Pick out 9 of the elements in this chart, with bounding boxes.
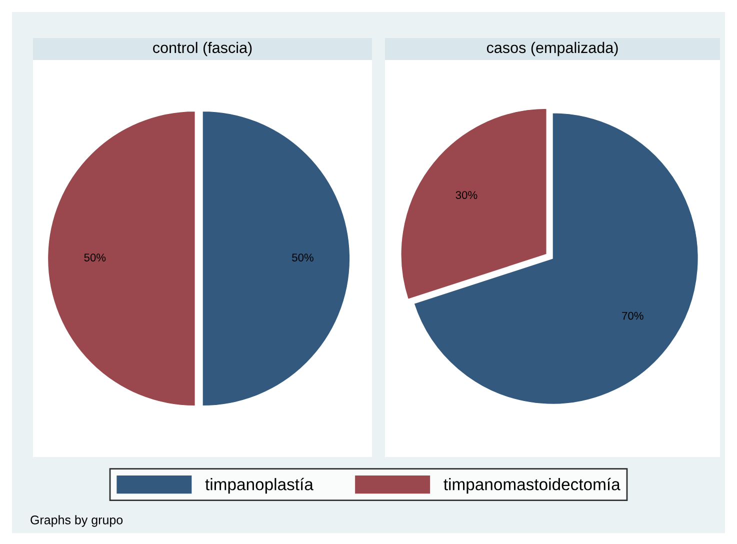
data-label: 50% — [84, 254, 106, 262]
legend-label: timpanomastoidectomía — [444, 478, 620, 494]
chart-title: control (fascia) — [153, 42, 252, 56]
legend-label: timpanoplastía — [205, 478, 314, 494]
text: Graphs by grupo — [30, 515, 123, 527]
data-label: 70% — [622, 312, 644, 320]
chart-title: casos (empalizada) — [486, 42, 618, 56]
data-label: 50% — [292, 254, 314, 262]
data-label: 30% — [456, 191, 478, 199]
